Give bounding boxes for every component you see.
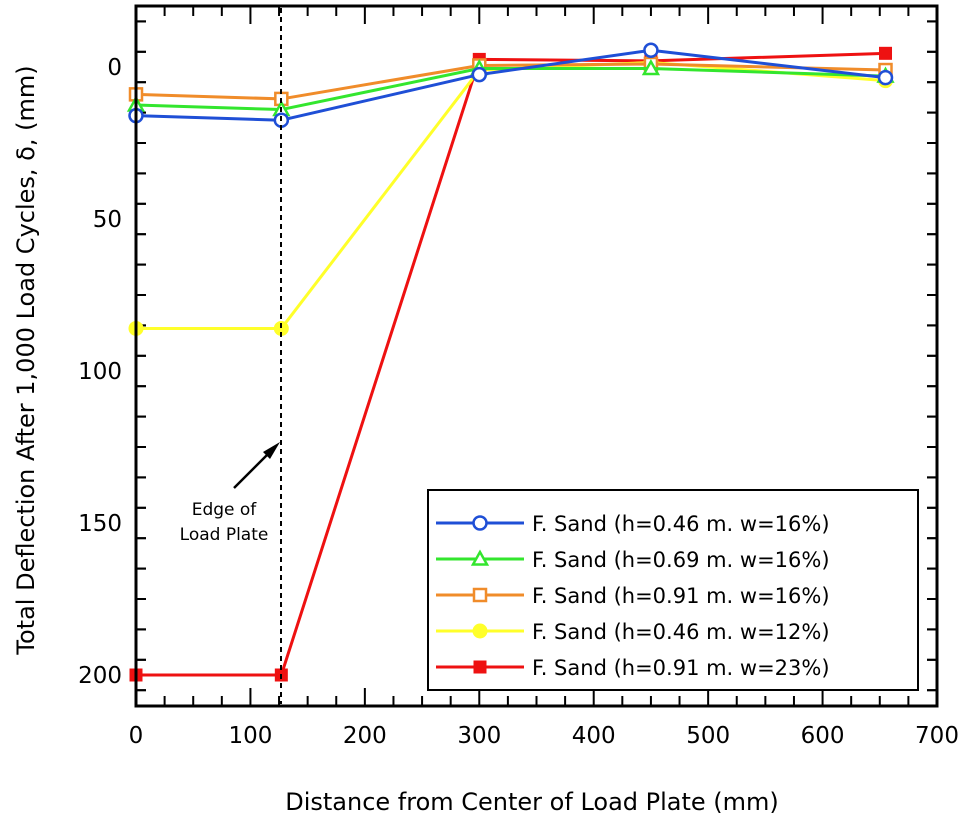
- y-tick-label: 200: [78, 663, 122, 689]
- plot-frame: [134, 4, 939, 708]
- y-tick-label: 50: [93, 207, 122, 233]
- x-tick-label: 500: [686, 723, 730, 749]
- legend-marker: [472, 587, 488, 603]
- x-axis-title: Distance from Center of Load Plate (mm): [285, 788, 779, 816]
- data-point: [273, 320, 289, 336]
- x-tick-label: 300: [457, 723, 501, 749]
- y-axis-title: Total Deflection After 1,000 Load Cycles…: [12, 65, 40, 655]
- legend-entry: F. Sand (h=0.91 m. w=23%): [436, 656, 830, 680]
- y-tick-label: 0: [107, 55, 122, 81]
- x-tick-label: 700: [915, 723, 959, 749]
- legend-marker: [472, 515, 488, 531]
- data-point: [471, 66, 488, 83]
- data-point: [643, 42, 659, 59]
- tick-labels: 0 100 200 300 400 500 600 700 0 50 100 150 200: [78, 55, 959, 749]
- annotation-line-1: Edge of: [192, 500, 258, 520]
- legend-label: F. Sand (h=0.91 m. w=16%): [532, 584, 830, 608]
- y-tick-label: 100: [78, 359, 122, 385]
- legend-label: F. Sand (h=0.46 m. w=16%): [532, 512, 830, 536]
- annotation-line-2: Load Plate: [180, 525, 269, 545]
- data-point: [877, 69, 894, 86]
- series-layer: [126, 42, 895, 682]
- series-line: [136, 60, 886, 330]
- x-tick-label: 600: [801, 723, 845, 749]
- x-tick-label: 400: [572, 723, 616, 749]
- x-tick-label: 0: [129, 723, 144, 749]
- legend-marker: [473, 660, 487, 674]
- legend: F. Sand (h=0.46 m. w=16%) F. Sand (h=0.69…: [436, 512, 830, 680]
- legend-entry: F. Sand (h=0.46 m. w=16%): [436, 512, 830, 536]
- y-tick-label: 150: [78, 511, 122, 537]
- legend-label: F. Sand (h=0.69 m. w=16%): [532, 548, 830, 572]
- x-tick-label: 100: [228, 723, 272, 749]
- legend-entry: F. Sand (h=0.46 m. w=12%): [436, 620, 830, 644]
- annotation-background: [178, 492, 274, 546]
- data-point: [641, 58, 661, 76]
- annotation-arrowhead-icon: [263, 442, 280, 459]
- legend-marker: [470, 549, 490, 566]
- data-point: [879, 46, 893, 60]
- legend-entry: F. Sand (h=0.69 m. w=16%): [436, 548, 830, 572]
- legend-label: F. Sand (h=0.46 m. w=12%): [532, 620, 830, 644]
- axis-ticks: [135, 6, 938, 706]
- series-line: [135, 67, 886, 112]
- legend-entry: F. Sand (h=0.91 m. w=16%): [436, 584, 830, 608]
- legend-label: F. Sand (h=0.91 m. w=23%): [532, 656, 830, 680]
- x-tick-label: 200: [343, 723, 387, 749]
- legend-marker: [472, 623, 488, 639]
